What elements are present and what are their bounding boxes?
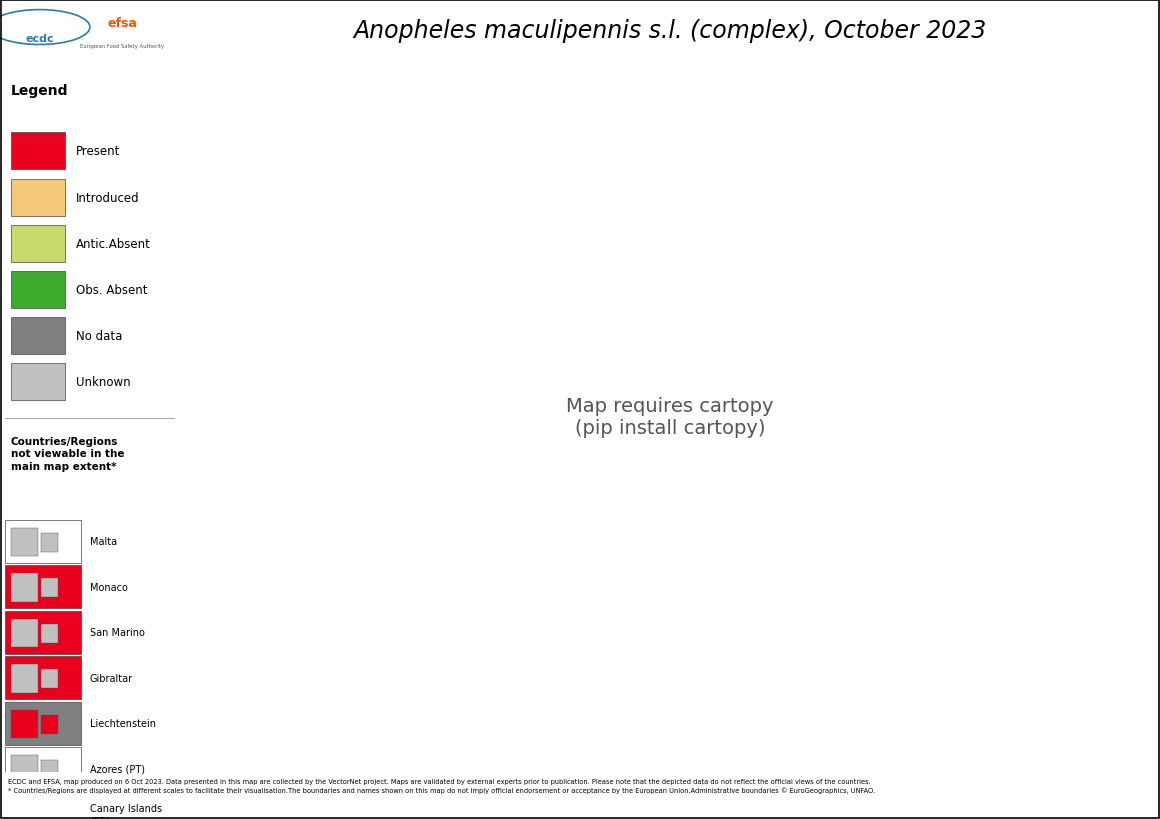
Bar bbox=[10, 528, 38, 556]
Text: Unknown: Unknown bbox=[75, 376, 130, 389]
Text: Obs. Absent: Obs. Absent bbox=[75, 283, 147, 296]
Bar bbox=[6, 748, 81, 790]
Text: Antic.Absent: Antic.Absent bbox=[75, 238, 151, 251]
Bar bbox=[10, 225, 65, 262]
Text: efsa: efsa bbox=[108, 17, 137, 30]
Text: Present: Present bbox=[75, 145, 119, 158]
Bar bbox=[10, 664, 38, 693]
Bar bbox=[10, 318, 65, 355]
Bar bbox=[10, 619, 38, 647]
Bar bbox=[10, 133, 65, 170]
Text: Anopheles maculipennis s.l. (complex), October 2023: Anopheles maculipennis s.l. (complex), O… bbox=[354, 19, 986, 43]
Bar bbox=[10, 710, 38, 738]
Bar bbox=[42, 760, 58, 780]
Text: ECDC and EFSA, map produced on 6 Oct 2023. Data presented in this map are collec: ECDC and EFSA, map produced on 6 Oct 202… bbox=[8, 778, 876, 794]
Text: Introduced: Introduced bbox=[75, 192, 139, 205]
Text: Malta: Malta bbox=[90, 536, 117, 546]
Text: European Food Safety Authority: European Food Safety Authority bbox=[80, 44, 165, 49]
Text: Liechtenstein: Liechtenstein bbox=[90, 718, 155, 728]
Bar bbox=[42, 715, 58, 734]
Bar bbox=[42, 533, 58, 552]
Bar bbox=[10, 801, 38, 819]
Bar bbox=[6, 566, 81, 609]
Text: San Marino: San Marino bbox=[90, 627, 145, 637]
Bar bbox=[10, 364, 65, 401]
Bar bbox=[6, 611, 81, 654]
Text: Legend: Legend bbox=[10, 84, 68, 97]
Text: Azores (PT): Azores (PT) bbox=[90, 764, 145, 774]
Bar bbox=[42, 806, 58, 819]
Text: Gibraltar: Gibraltar bbox=[90, 673, 133, 683]
Bar bbox=[42, 669, 58, 689]
Text: ecdc: ecdc bbox=[26, 34, 53, 44]
Bar bbox=[10, 179, 65, 216]
Bar bbox=[10, 573, 38, 602]
Bar bbox=[6, 702, 81, 744]
Bar bbox=[42, 578, 58, 598]
Text: Countries/Regions
not viewable in the
main map extent*: Countries/Regions not viewable in the ma… bbox=[10, 437, 124, 471]
Text: No data: No data bbox=[75, 330, 122, 343]
Bar bbox=[10, 755, 38, 784]
Bar bbox=[6, 657, 81, 699]
Bar bbox=[10, 272, 65, 309]
Text: Map requires cartopy
(pip install cartopy): Map requires cartopy (pip install cartop… bbox=[566, 396, 774, 437]
Bar bbox=[6, 520, 81, 563]
Text: Canary Islands
(ES): Canary Islands (ES) bbox=[90, 803, 162, 819]
Bar bbox=[42, 624, 58, 643]
Bar bbox=[6, 793, 81, 819]
Text: Monaco: Monaco bbox=[90, 582, 128, 592]
